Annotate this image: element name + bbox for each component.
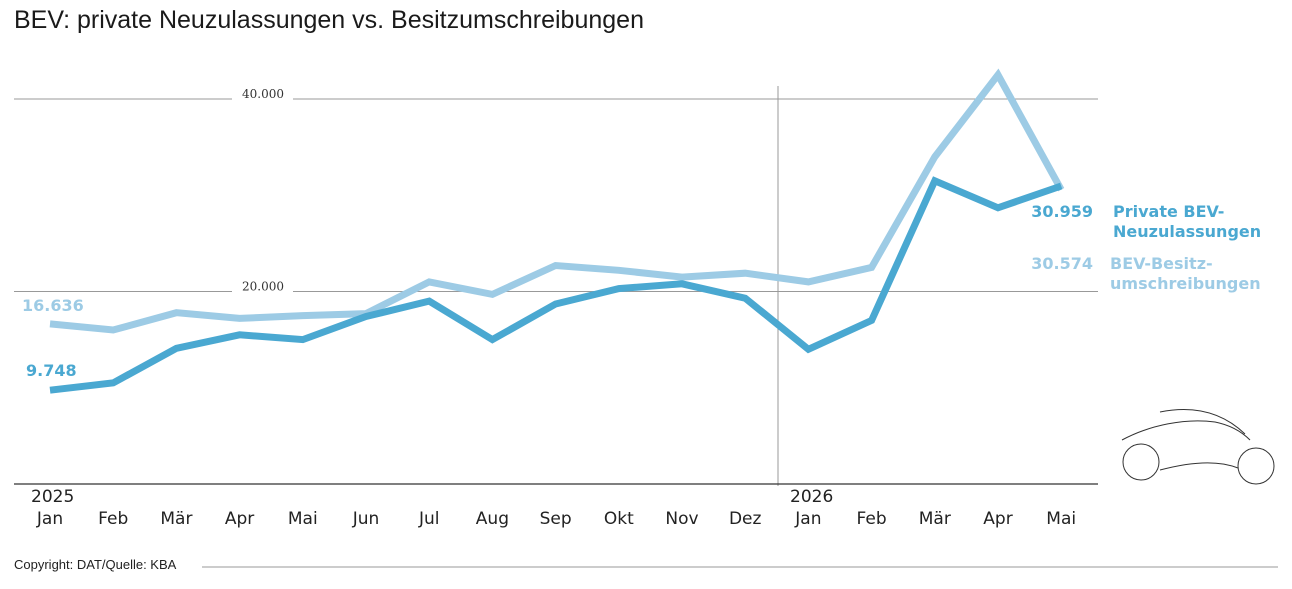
series-end-label: 30.959 — [1031, 202, 1093, 221]
x-tick-label: Dez — [729, 509, 762, 529]
x-tick-label: Apr — [225, 509, 254, 529]
x-tick-label: Apr — [983, 509, 1012, 529]
y-tick-label: 40.000 — [242, 87, 284, 101]
x-tick-label: Mär — [919, 509, 951, 529]
copyright: Copyright: DAT/Quelle: KBA — [14, 557, 177, 572]
x-tick-label: Mai — [1046, 509, 1076, 529]
axis-layer: Jan Feb Mär Apr Mai Jun Jul Aug Sep Okt Nov Dez Jan F… — [14, 86, 1098, 529]
series-start-label: 16.636 — [22, 296, 84, 315]
year-label-2025: 2025 — [31, 487, 74, 507]
x-tick-label: Mär — [160, 509, 192, 529]
x-tick-label: Feb — [98, 509, 128, 529]
x-tick-label: Jul — [418, 509, 440, 529]
grid-layer: 20.000 40.000 — [14, 87, 1098, 294]
x-tick-label: Nov — [665, 509, 698, 529]
car-outline-icon — [1121, 409, 1275, 485]
series-end-label: 30.574 — [1031, 254, 1093, 273]
x-tick-label: Aug — [476, 509, 509, 529]
y-tick-label: 20.000 — [242, 280, 284, 294]
series-start-label: 9.748 — [26, 361, 77, 380]
series-name-label: umschreibungen — [1110, 274, 1261, 293]
label-layer: 16.636 9.748 30.959 Private BEV-Neuzulassun… — [22, 202, 1261, 380]
series-name-label: BEV-Besitz- — [1110, 254, 1213, 273]
x-tick-label: Jan — [794, 509, 821, 529]
x-tick-label: Jan — [36, 509, 63, 529]
series-line — [49, 176, 1063, 394]
chart-title: BEV: private Neuzulassungen vs. Besitzum… — [14, 6, 644, 34]
series-name-label: Private BEV- — [1113, 202, 1224, 221]
x-tick-label: Mai — [288, 509, 318, 529]
x-tick-label: Okt — [604, 509, 634, 529]
x-tick-label: Jun — [352, 509, 380, 529]
x-tick-label: Feb — [857, 509, 887, 529]
series-layer — [49, 68, 1065, 394]
year-label-2026: 2026 — [790, 487, 833, 507]
x-tick-label: Sep — [540, 509, 572, 529]
series-line — [49, 68, 1065, 334]
series-name-label: Neuzulassungen — [1113, 222, 1261, 241]
